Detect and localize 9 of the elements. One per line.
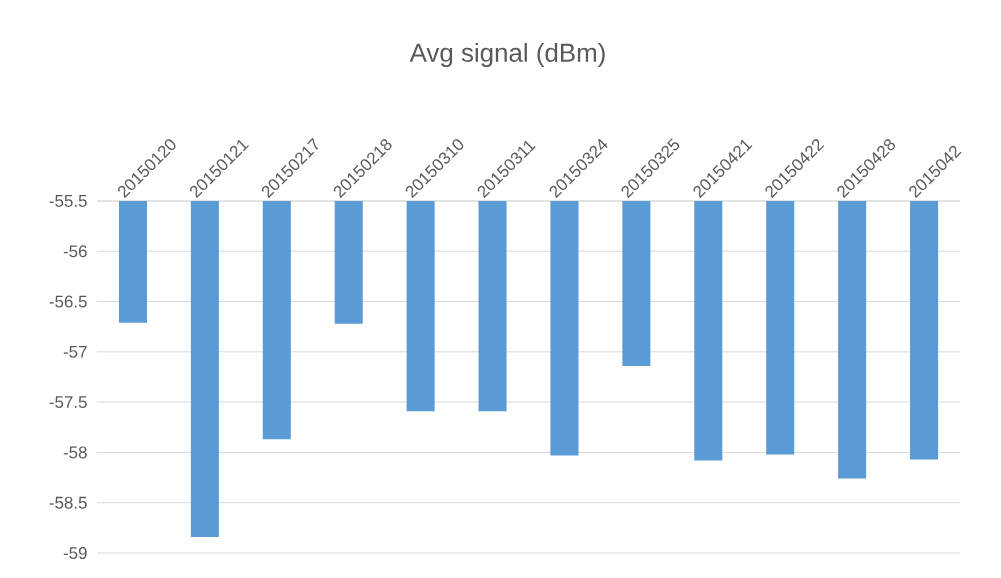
- y-tick-label: -55.5: [49, 195, 87, 207]
- y-tick-label: -58: [63, 446, 87, 459]
- y-tick-label: -56: [63, 245, 87, 258]
- y-tick-label: -59: [63, 546, 87, 559]
- y-tick-label: -58.5: [49, 496, 87, 509]
- chart-title: Avg signal (dBm): [409, 42, 605, 68]
- y-tick-label: -57.5: [49, 396, 87, 409]
- y-tick-label: -57: [63, 345, 87, 358]
- y-tick-label: -56.5: [49, 295, 87, 308]
